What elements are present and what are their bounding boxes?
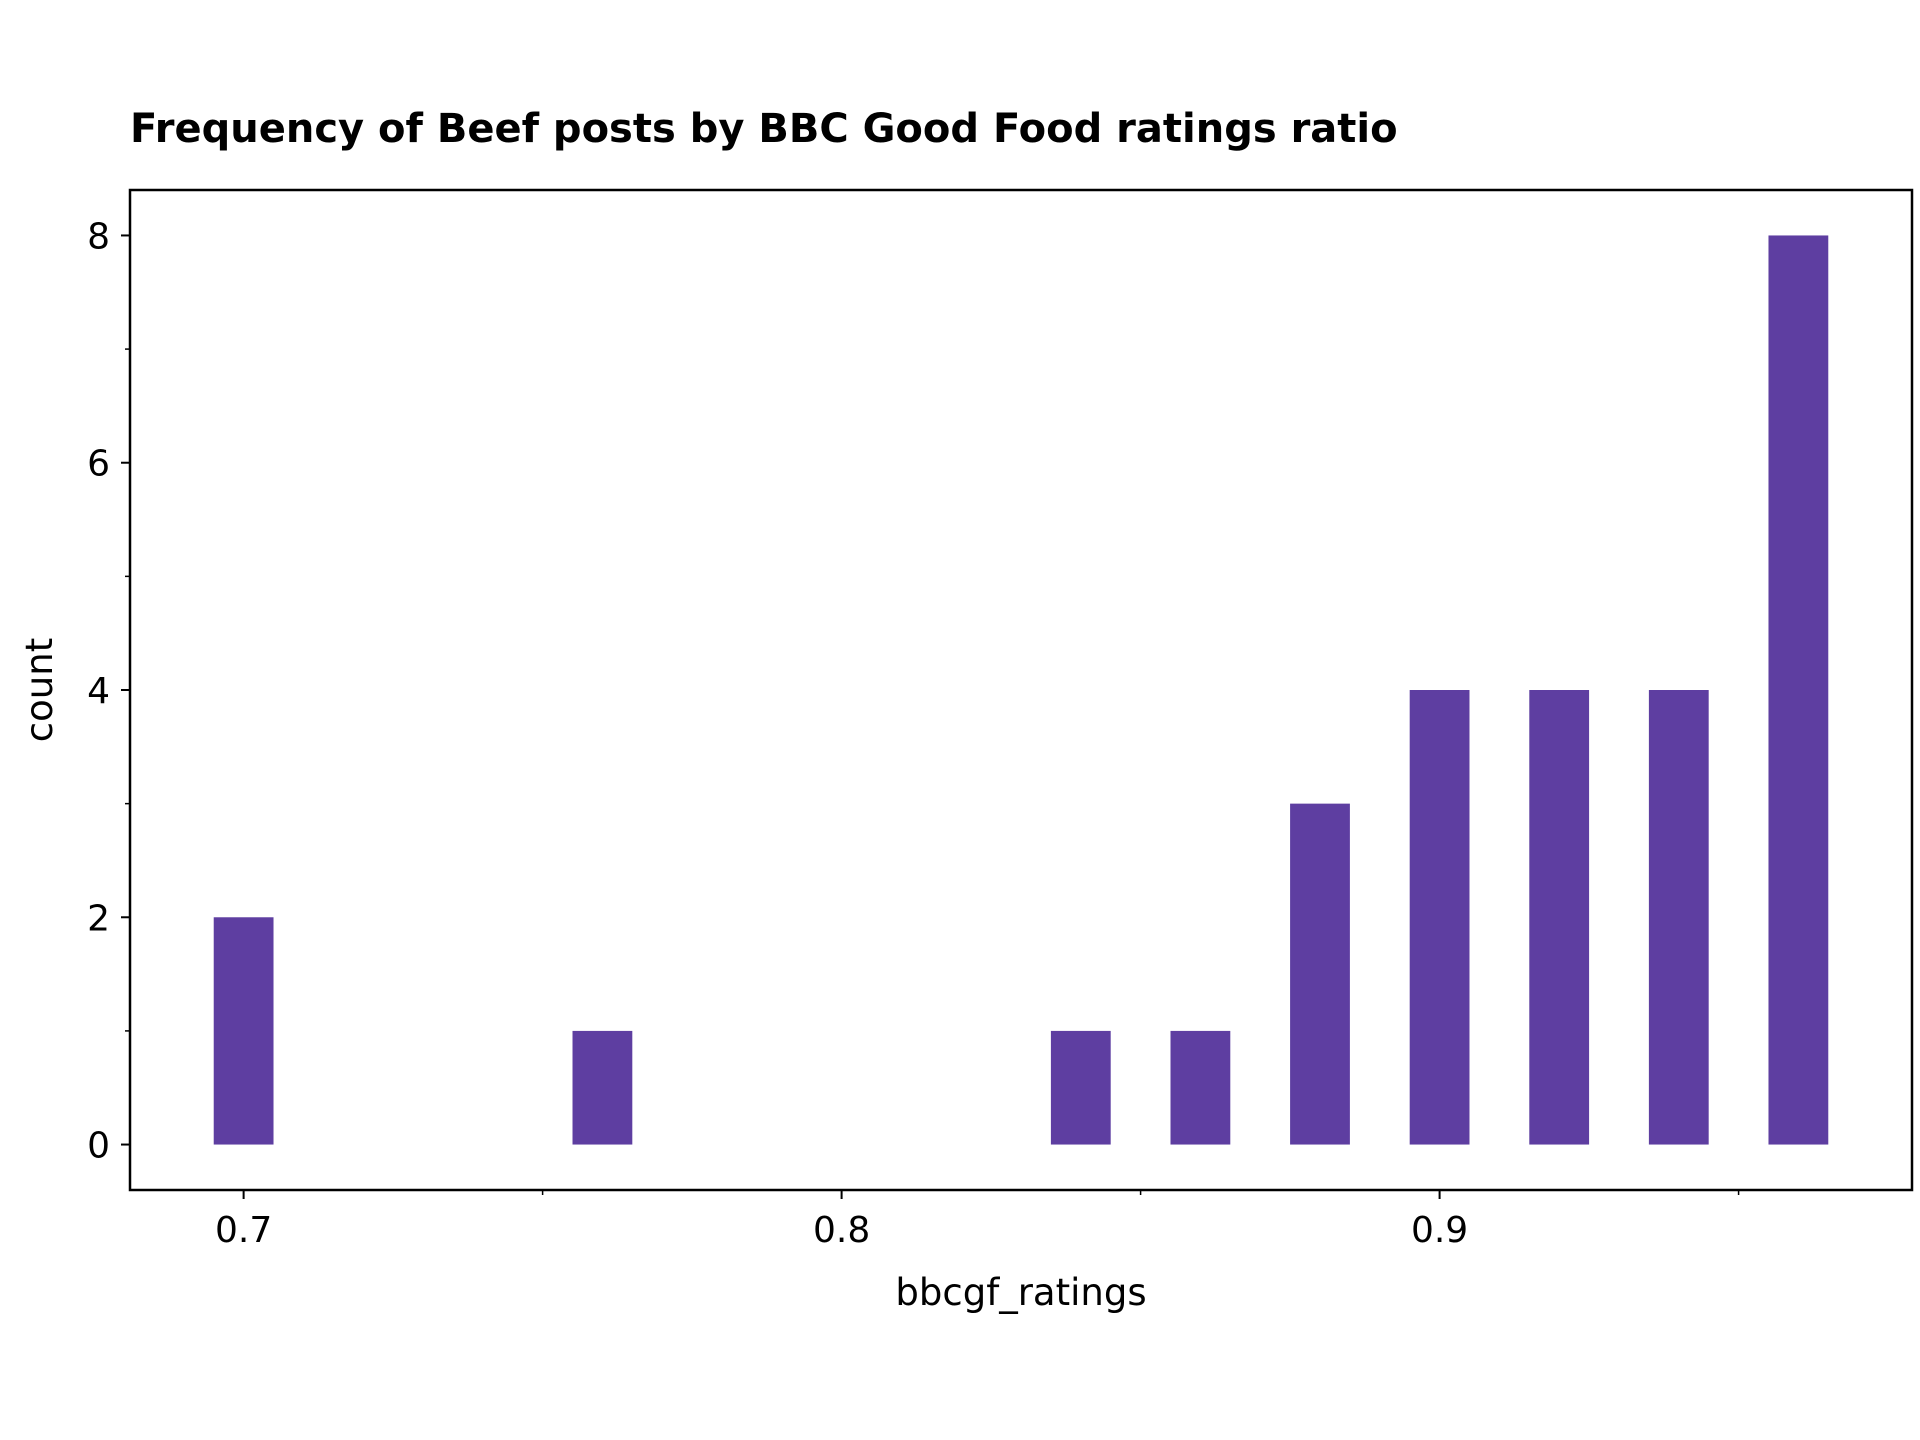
x-tick-label: 0.9: [1411, 1210, 1468, 1251]
histogram-bar-8: [1648, 690, 1709, 1145]
histogram-bar-1: [213, 917, 274, 1145]
y-tick-label: 6: [87, 444, 110, 485]
histogram-bar-4: [1170, 1030, 1231, 1145]
y-tick-label: 0: [87, 1126, 110, 1167]
histogram-bar-9: [1768, 235, 1829, 1145]
histogram-bar-3: [1050, 1030, 1111, 1145]
histogram-bar-2: [572, 1030, 633, 1145]
chart-title: Frequency of Beef posts by BBC Good Food…: [130, 106, 1398, 152]
x-tick-label: 0.7: [215, 1210, 272, 1251]
histogram-bar-7: [1529, 690, 1590, 1145]
x-axis-label: bbcgf_ratings: [895, 1271, 1146, 1314]
ticks-layer: 0.7 0.8 0.9 0 2 4 6 8: [87, 216, 1740, 1251]
y-tick-label: 2: [87, 898, 110, 939]
bars-layer: [213, 235, 1829, 1145]
plot-frame: [128, 188, 1914, 1192]
x-tick-label: 0.8: [813, 1210, 870, 1251]
y-tick-label: 4: [87, 671, 110, 712]
histogram-bar-5: [1290, 803, 1350, 1145]
y-axis-label: count: [18, 638, 61, 742]
histogram-bar-6: [1409, 690, 1470, 1145]
y-tick-label: 8: [87, 216, 110, 257]
